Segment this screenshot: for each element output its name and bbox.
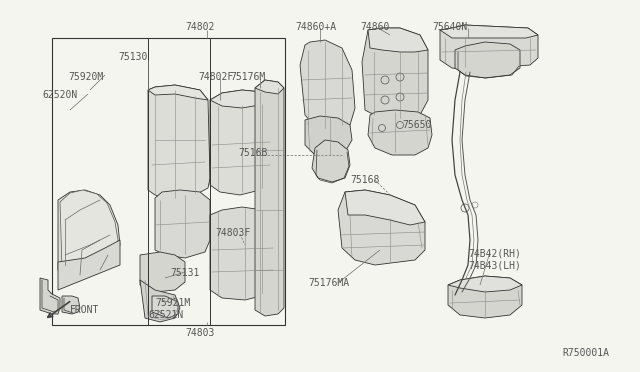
Polygon shape xyxy=(255,80,284,94)
Polygon shape xyxy=(345,190,425,225)
Polygon shape xyxy=(140,252,185,292)
Polygon shape xyxy=(40,278,60,314)
Text: 75130: 75130 xyxy=(118,52,147,62)
Text: 75650: 75650 xyxy=(402,120,431,130)
Polygon shape xyxy=(338,190,425,265)
Text: 62521N: 62521N xyxy=(148,310,183,320)
Polygon shape xyxy=(448,276,522,292)
Text: 74802F: 74802F xyxy=(198,72,233,82)
Polygon shape xyxy=(148,85,208,100)
Text: 75640N: 75640N xyxy=(432,22,467,32)
Text: 74B42(RH): 74B42(RH) xyxy=(468,248,521,258)
Bar xyxy=(52,38,285,325)
Text: 74803: 74803 xyxy=(185,328,214,338)
Polygon shape xyxy=(58,190,120,282)
Text: 74860: 74860 xyxy=(360,22,389,32)
Text: 75921M: 75921M xyxy=(155,298,190,308)
Text: 75176M: 75176M xyxy=(230,72,265,82)
Polygon shape xyxy=(300,40,355,132)
Text: 75920M: 75920M xyxy=(68,72,103,82)
Polygon shape xyxy=(155,190,210,258)
Polygon shape xyxy=(440,25,538,38)
Polygon shape xyxy=(448,276,522,318)
Text: 74802: 74802 xyxy=(185,22,214,32)
Polygon shape xyxy=(210,90,272,108)
Polygon shape xyxy=(210,90,272,195)
Text: 7516B: 7516B xyxy=(238,148,268,158)
Text: 74803F: 74803F xyxy=(215,228,250,238)
Text: 74B43(LH): 74B43(LH) xyxy=(468,260,521,270)
Polygon shape xyxy=(368,28,428,52)
Polygon shape xyxy=(140,280,180,322)
Polygon shape xyxy=(362,28,428,120)
Polygon shape xyxy=(305,116,352,158)
Text: R750001A: R750001A xyxy=(562,348,609,358)
Text: FRONT: FRONT xyxy=(70,305,99,315)
Polygon shape xyxy=(62,296,80,314)
Text: 75176MA: 75176MA xyxy=(308,278,349,288)
Polygon shape xyxy=(455,42,520,78)
Polygon shape xyxy=(440,25,538,70)
Polygon shape xyxy=(255,80,284,316)
Text: 62520N: 62520N xyxy=(42,90,77,100)
Polygon shape xyxy=(58,240,120,290)
Polygon shape xyxy=(152,296,178,318)
Text: 75131: 75131 xyxy=(170,268,200,278)
Polygon shape xyxy=(312,140,350,182)
Polygon shape xyxy=(60,190,118,280)
Polygon shape xyxy=(210,207,275,300)
Text: 75168: 75168 xyxy=(350,175,380,185)
Text: 74860+A: 74860+A xyxy=(295,22,336,32)
Polygon shape xyxy=(368,110,432,155)
Polygon shape xyxy=(148,85,210,200)
